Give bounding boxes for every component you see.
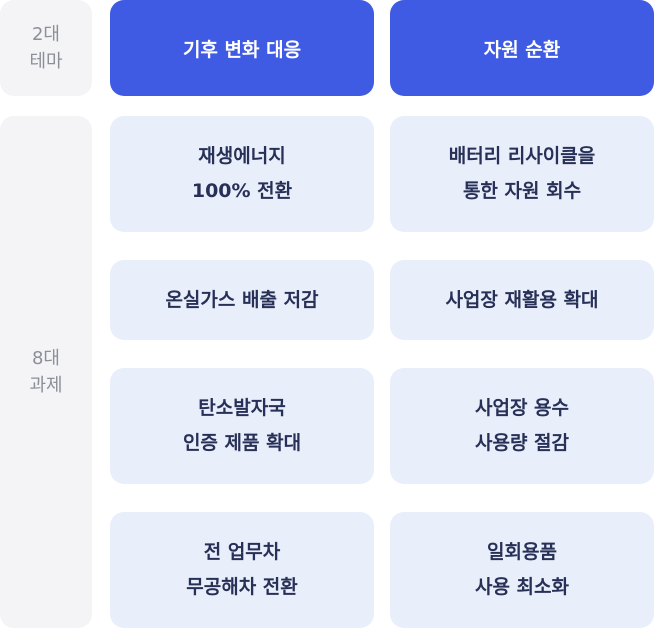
- task-renewable-energy: 재생에너지 100% 전환: [110, 116, 374, 232]
- task-line: 사업장 용수: [474, 397, 569, 419]
- task-line: 무공해차 전환: [186, 576, 298, 598]
- task-line: 사업장 재활용 확대: [445, 288, 599, 311]
- task-line: 전 업무차: [203, 541, 281, 563]
- tasks-label-line-2: 과제: [29, 375, 63, 396]
- theme-resource-circulation: 자원 순환: [390, 0, 654, 96]
- task-line: 사용량 절감: [474, 432, 569, 454]
- task-line: 탄소발자국: [198, 397, 286, 419]
- task-line: 100% 전환: [191, 180, 293, 202]
- theme-label: 자원 순환: [483, 38, 561, 61]
- task-water-reduction: 사업장 용수 사용량 절감: [390, 368, 654, 484]
- tasks-label-line-1: 8대: [31, 348, 60, 369]
- themes-label-line-2: 테마: [29, 51, 63, 72]
- task-line: 온실가스 배출 저감: [165, 288, 319, 311]
- task-line: 사용 최소화: [474, 576, 569, 598]
- themes-row-label: 2대 테마: [0, 0, 92, 96]
- theme-label: 기후 변화 대응: [182, 38, 302, 61]
- task-line: 인증 제품 확대: [182, 432, 302, 454]
- task-zero-emission-vehicles: 전 업무차 무공해차 전환: [110, 512, 374, 628]
- task-line: 통한 자원 회수: [462, 180, 582, 202]
- themes-label-line-1: 2대: [31, 24, 60, 45]
- task-site-recycling: 사업장 재활용 확대: [390, 260, 654, 340]
- task-line: 일회용품: [487, 541, 557, 563]
- task-ghg-reduction: 온실가스 배출 저감: [110, 260, 374, 340]
- theme-climate-change: 기후 변화 대응: [110, 0, 374, 96]
- task-carbon-footprint: 탄소발자국 인증 제품 확대: [110, 368, 374, 484]
- task-line: 배터리 리사이클을: [448, 145, 596, 167]
- task-disposables-minimization: 일회용품 사용 최소화: [390, 512, 654, 628]
- task-battery-recycling: 배터리 리사이클을 통한 자원 회수: [390, 116, 654, 232]
- tasks-row-label: 8대 과제: [0, 116, 92, 628]
- task-line: 재생에너지: [198, 145, 286, 167]
